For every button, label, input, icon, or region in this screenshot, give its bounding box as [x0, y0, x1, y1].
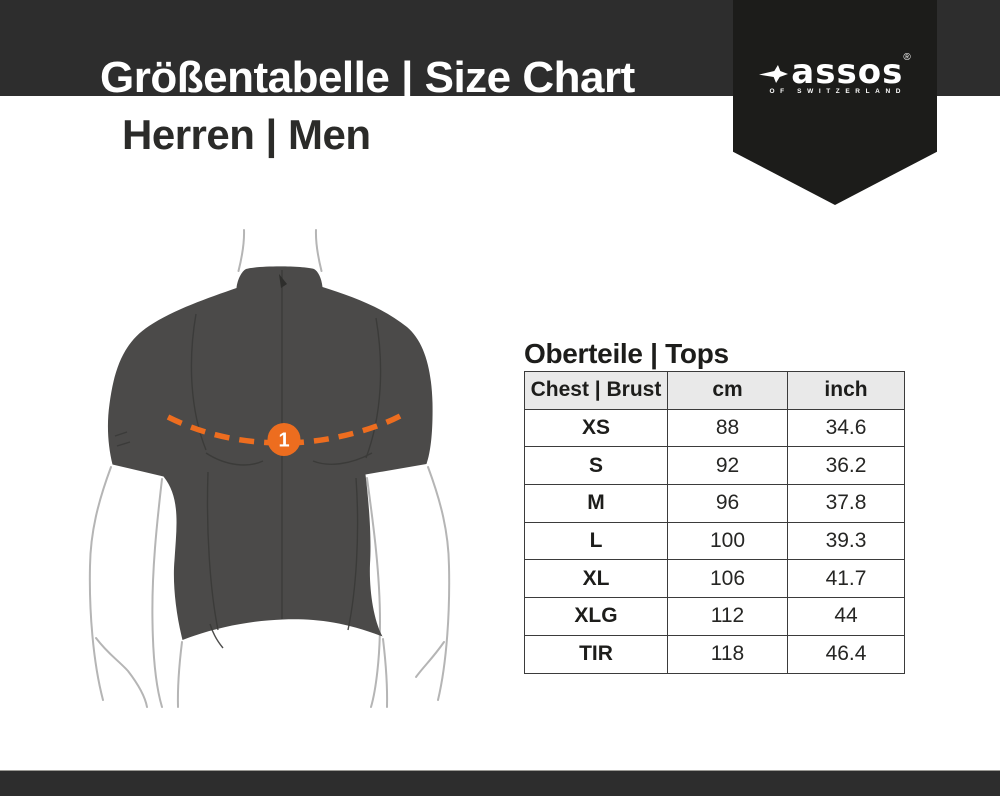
chest-measure-line [166, 412, 404, 446]
cm-cell: 100 [667, 521, 788, 561]
zipper-pull [279, 274, 287, 288]
tops-size-table-section: Oberteile | Tops Chest | Brust cm inch X… [524, 336, 905, 674]
cm-cell: 88 [667, 408, 788, 448]
col-header-chest: Chest | Brust [524, 371, 668, 410]
inch-cell: 37.8 [787, 484, 905, 523]
cm-cell: 118 [667, 634, 788, 674]
table-row: M 96 37.8 [524, 484, 905, 523]
table-row: XLG 112 44 [524, 597, 905, 636]
table-row: L 100 39.3 [524, 521, 905, 561]
measure-marker [267, 423, 301, 456]
col-header-inch: inch [787, 371, 905, 410]
size-cell: XS [524, 408, 668, 448]
size-cell: M [524, 484, 668, 523]
cm-cell: 92 [667, 446, 788, 486]
inch-cell: 39.3 [787, 521, 905, 561]
inch-cell: 41.7 [787, 559, 905, 599]
size-cell: S [524, 446, 668, 486]
jersey-shape [107, 266, 433, 640]
inch-cell: 44 [787, 597, 905, 636]
cm-cell: 106 [667, 559, 788, 599]
size-cell: L [524, 521, 668, 561]
table-row: XS 88 34.6 [524, 408, 905, 448]
brand-logo: assos ® [733, 52, 937, 92]
body-outline [88, 229, 451, 708]
assos-star-icon [759, 65, 789, 83]
page-subtitle: Herren | Men [122, 111, 371, 158]
cm-cell: 112 [667, 597, 788, 636]
brand-tagline: OF SWITZERLAND [769, 88, 907, 95]
table-row: S 92 36.2 [524, 446, 905, 486]
size-cell: XLG [524, 597, 668, 636]
brand-pennant: assos ® OF SWITZERLAND [733, 0, 937, 205]
inch-cell: 46.4 [787, 634, 905, 674]
table-row: TIR 118 46.4 [524, 634, 905, 674]
col-header-cm: cm [667, 371, 788, 410]
table-header-row: Chest | Brust cm inch [524, 371, 905, 410]
brand-name: assos [791, 52, 904, 92]
cm-cell: 96 [667, 484, 788, 523]
inch-cell: 34.6 [787, 408, 905, 448]
table-row: XL 106 41.7 [524, 559, 905, 599]
size-cell: XL [524, 559, 668, 599]
page-title: Größentabelle | Size Chart [100, 53, 635, 102]
jersey-illustration: 1 [88, 229, 451, 708]
registered-mark: ® [903, 52, 911, 63]
footer-bar [0, 770, 1000, 796]
size-cell: TIR [524, 634, 668, 674]
size-table: Chest | Brust cm inch XS 88 34.6 S 92 [524, 371, 905, 674]
inch-cell: 36.2 [787, 446, 905, 486]
measure-marker-label: 1 [278, 430, 289, 452]
table-title: Oberteile | Tops [524, 338, 729, 369]
